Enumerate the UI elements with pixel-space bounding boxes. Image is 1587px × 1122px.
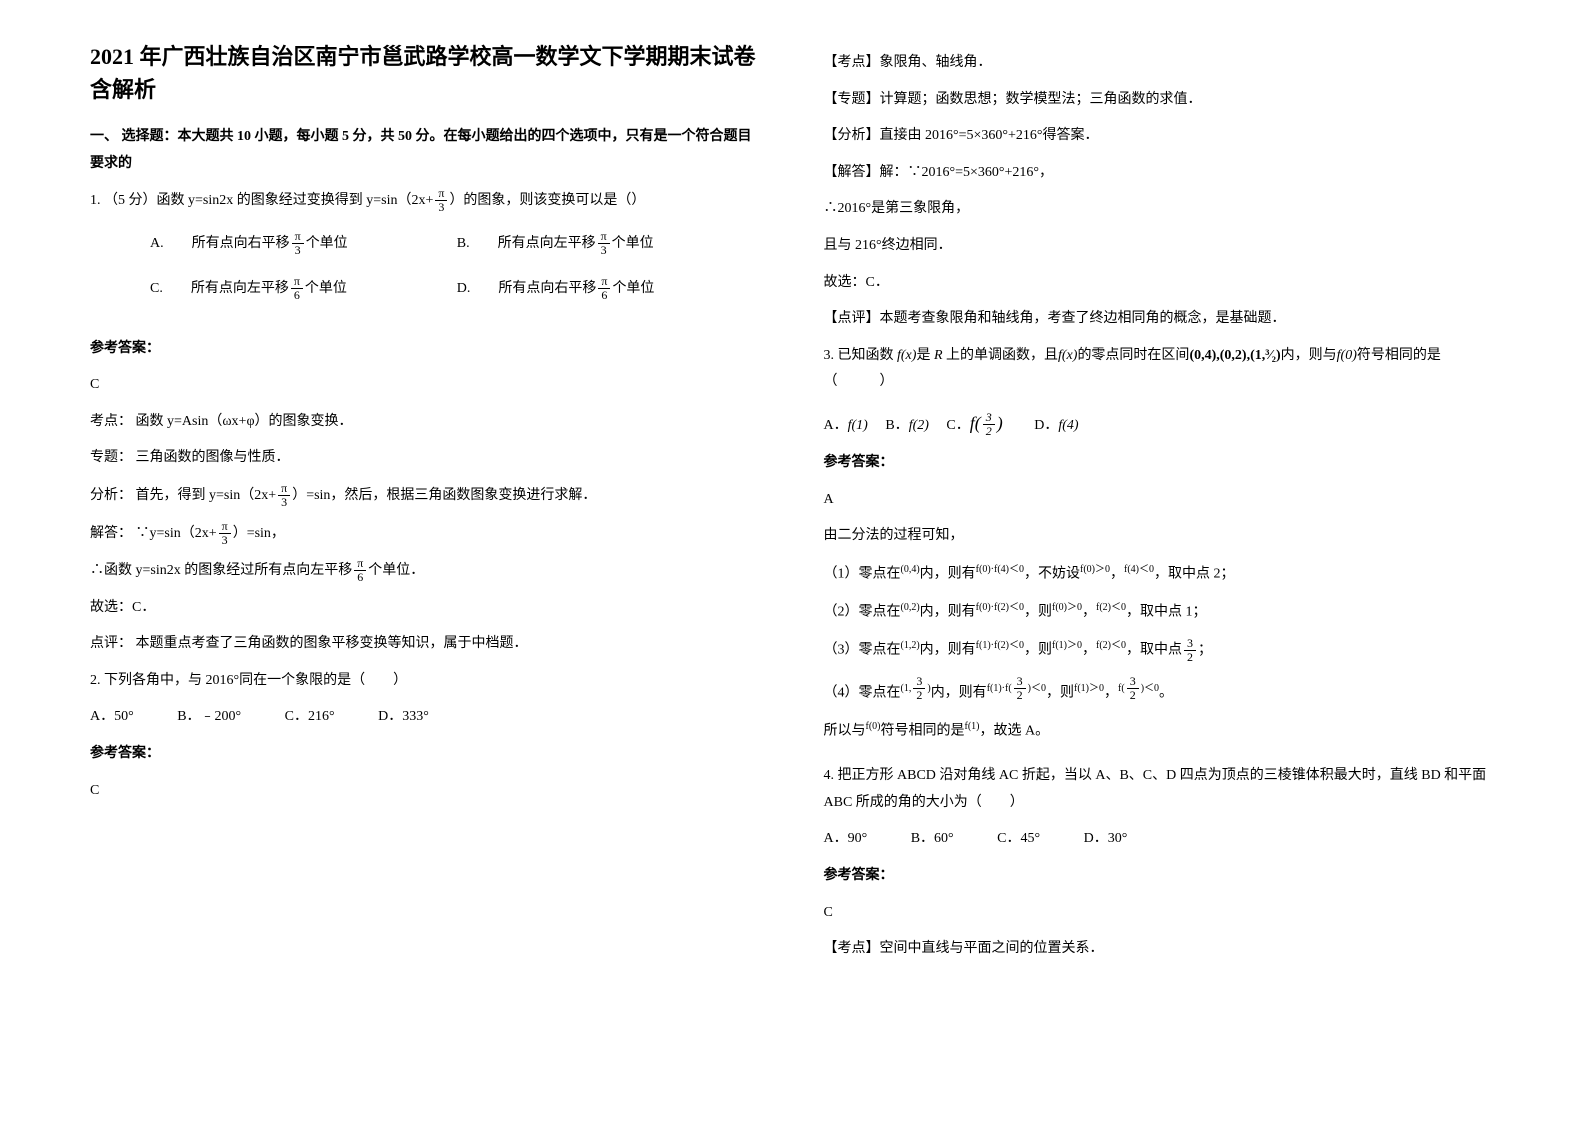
q1-frac: π3 (435, 187, 447, 214)
q4-option-d: D．30° (1084, 826, 1128, 853)
q3-options: A．f(1) B．f(2) C．f(32) D．f(4) (824, 406, 1498, 440)
q2-dianping: 【点评】本题考查象限角和轴线角，考查了终边相同角的概念，是基础题． (824, 306, 1498, 333)
q3-option-d: D．f(4) (1034, 418, 1078, 433)
question-3: 3. 已知函数 f(x)是 R 上的单调函数，且f(x)的零点同时在区间(0,4… (824, 343, 1498, 396)
q4-options: A．90° B．60° C．45° D．30° (824, 826, 1498, 853)
q2-options: A．50° B．﹣200° C．216° D．333° (90, 704, 764, 731)
q2-zhuanti: 【专题】计算题；函数思想；数学模型法；三角函数的求值． (824, 87, 1498, 114)
section-1-head: 一、 选择题：本大题共 10 小题，每小题 5 分，共 50 分。在每小题给出的… (90, 124, 764, 177)
q4-option-c: C．45° (997, 826, 1040, 853)
q2-kaodian: 【考点】象限角、轴线角． (824, 50, 1498, 77)
q1-option-d: D. 所有点向右平移π6个单位 (457, 275, 764, 303)
q2-answer: C (90, 778, 764, 805)
q1-answer-label: 参考答案： (90, 336, 764, 363)
q2-option-d: D．333° (378, 704, 429, 731)
q3-conclusion: 所以与f(0)符号相同的是f(1)，故选 A。 (824, 717, 1498, 745)
q3-option-c: C．f(32) (946, 418, 1002, 433)
q1-dianping: 点评： 本题重点考查了三角函数的图象平移变换等知识，属于中档题． (90, 631, 764, 658)
q1-guxuan: 故选：C． (90, 595, 764, 622)
q3-answer: A (824, 487, 1498, 514)
q4-option-b: B．60° (911, 826, 954, 853)
left-column: 2021 年广西壮族自治区南宁市邕武路学校高一数学文下学期期末试卷含解析 一、 … (60, 40, 794, 1082)
question-4: 4. 把正方形 ABCD 沿对角线 AC 折起，当以 A、B、C、D 四点为顶点… (824, 763, 1498, 816)
q3-step4: （4）零点在(1,32)内，则有f(1)·f(32)＜0，则f(1)＞0，f(3… (824, 675, 1498, 707)
q3-step2: （2）零点在(0,2)内，则有f(0)·f(2)＜0，则f(0)＞0，f(2)＜… (824, 598, 1498, 626)
q3-option-b: B．f(2) (885, 418, 929, 433)
q1-answer: C (90, 372, 764, 399)
q3-step1: （1）零点在(0,4)内，则有f(0)·f(4)＜0，不妨设f(0)＞0，f(4… (824, 560, 1498, 588)
q3-step3: （3）零点在(1,2)内，则有f(1)·f(2)＜0，则f(1)＞0，f(2)＜… (824, 636, 1498, 664)
q1-jieda: 解答： ∵y=sin（2x+π3）=sin， (90, 520, 764, 548)
q2-option-b: B．﹣200° (177, 704, 241, 731)
q1-option-a: A. 所有点向右平移π3个单位 (150, 230, 457, 258)
q2-option-c: C．216° (285, 704, 335, 731)
q1-options: A. 所有点向右平移π3个单位 B. 所有点向左平移π3个单位 C. 所有点向左… (150, 230, 764, 321)
q4-kaodian: 【考点】空间中直线与平面之间的位置关系． (824, 936, 1498, 963)
q1-conclusion: ∴函数 y=sin2x 的图象经过所有点向左平移π6个单位． (90, 557, 764, 585)
question-2: 2. 下列各角中，与 2016°同在一个象限的是（ ） (90, 668, 764, 695)
q2-answer-label: 参考答案： (90, 741, 764, 768)
q2-option-a: A．50° (90, 704, 134, 731)
right-column: 【考点】象限角、轴线角． 【专题】计算题；函数思想；数学模型法；三角函数的求值．… (794, 40, 1528, 1082)
q3-intro: 由二分法的过程可知， (824, 523, 1498, 550)
document-title: 2021 年广西壮族自治区南宁市邕武路学校高一数学文下学期期末试卷含解析 (90, 40, 764, 106)
q1-fenxi: 分析： 首先，得到 y=sin（2x+π3）=sin，然后，根据三角函数图象变换… (90, 482, 764, 510)
q4-option-a: A．90° (824, 826, 868, 853)
q2-jieda2: ∴2016°是第三象限角， (824, 196, 1498, 223)
q4-answer-label: 参考答案： (824, 863, 1498, 890)
q1-zhuanti: 专题： 三角函数的图像与性质． (90, 445, 764, 472)
q2-jieda1: 【解答】解：∵2016°=5×360°+216°， (824, 160, 1498, 187)
question-1: 1. （5 分）函数 y=sin2x 的图象经过变换得到 y=sin（2x+π3… (90, 187, 764, 215)
q2-fenxi: 【分析】直接由 2016°=5×360°+216°得答案． (824, 123, 1498, 150)
q2-jieda3: 且与 216°终边相同． (824, 233, 1498, 260)
q4-answer: C (824, 900, 1498, 927)
q2-guxuan: 故选：C． (824, 270, 1498, 297)
q1-kaodian: 考点： 函数 y=Asin（ωx+φ）的图象变换． (90, 409, 764, 436)
q1-option-c: C. 所有点向左平移π6个单位 (150, 275, 457, 303)
q1-option-b: B. 所有点向左平移π3个单位 (457, 230, 764, 258)
q1-stem-a: 1. （5 分）函数 y=sin2x 的图象经过变换得到 y=sin（2x+ (90, 193, 433, 208)
q3-interval: (0,4),(0,2),(1,³⁄₂) (1189, 348, 1280, 363)
q1-stem-b: ）的图象，则该变换可以是（） (449, 193, 645, 208)
q3-answer-label: 参考答案： (824, 450, 1498, 477)
q3-option-a: A．f(1) (824, 418, 868, 433)
